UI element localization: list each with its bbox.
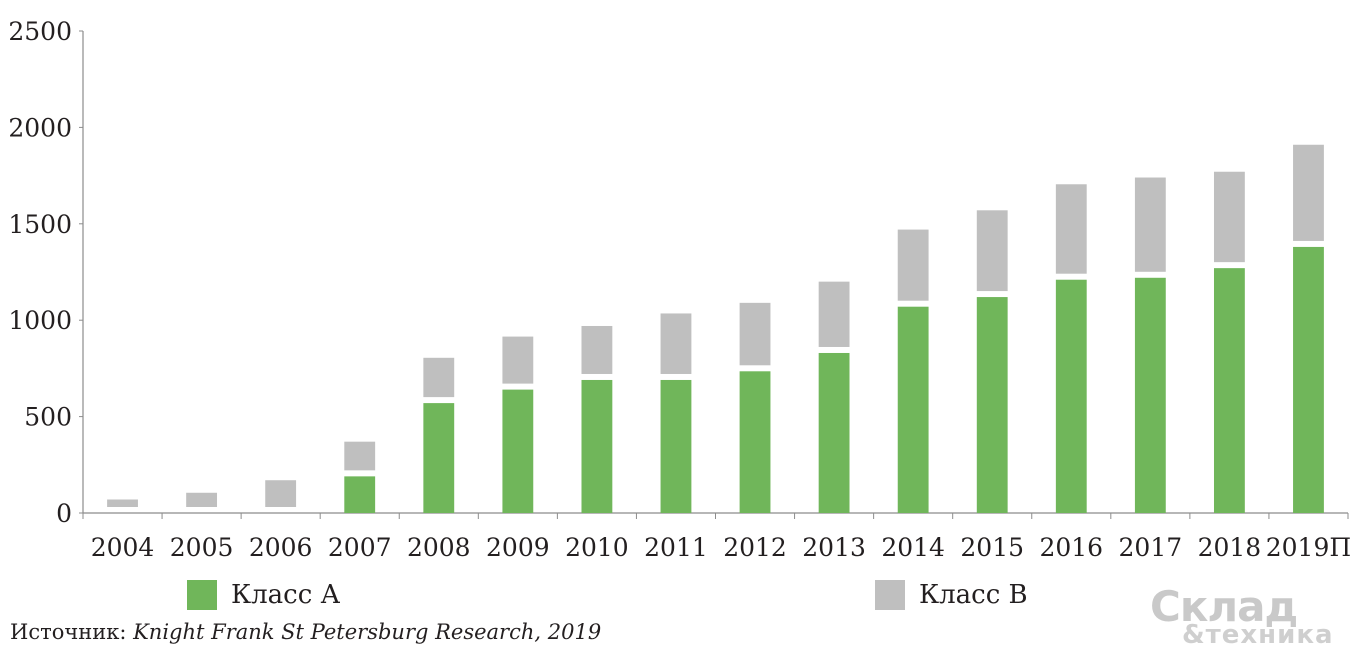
bar-class-b: [1213, 171, 1245, 263]
legend-label-class-a: Класс А: [231, 580, 341, 610]
legend-label-class-b: Класс В: [919, 580, 1028, 610]
y-tick-label: 2000: [8, 113, 72, 142]
bar-class-b: [739, 302, 771, 366]
source-note: Источник: Knight Frank St Petersburg Res…: [10, 620, 601, 644]
bar-class-a: [976, 297, 1008, 513]
bar-class-a: [1055, 279, 1087, 513]
x-tick-label: 2019П: [1266, 533, 1351, 562]
x-tick-label: 2012: [723, 533, 787, 562]
logo: Склад &техника: [1148, 582, 1358, 656]
bar-class-a: [423, 403, 455, 513]
bar-class-b: [897, 229, 929, 301]
y-tick-label: 2500: [8, 17, 72, 46]
x-tick-label: 2018: [1198, 533, 1262, 562]
y-axis: 0 500 1000 1500 2000 2500: [8, 17, 84, 528]
y-tick-label: 500: [24, 403, 72, 432]
source-label: Источник:: [10, 620, 127, 644]
bar-class-b: [581, 325, 613, 374]
bar-class-b: [1055, 184, 1087, 274]
source-text: Knight Frank St Petersburg Research, 201…: [133, 620, 602, 644]
bar-class-b: [344, 441, 376, 471]
bar-class-b: [502, 336, 534, 384]
bar-class-b: [265, 480, 297, 507]
x-tick-label: 2004: [91, 533, 155, 562]
x-tick-label: 2015: [960, 533, 1024, 562]
bar-class-b: [976, 210, 1008, 292]
y-tick-label: 1000: [8, 306, 72, 335]
bar-class-b: [423, 357, 455, 398]
bar-class-b: [818, 281, 850, 347]
bar-class-a: [344, 476, 376, 513]
x-tick-label: 2006: [249, 533, 313, 562]
x-tick-label: 2009: [486, 533, 550, 562]
legend-item-class-a: Класс А: [187, 580, 340, 610]
x-tick-label: 2014: [881, 533, 945, 562]
x-tick-label: 2010: [565, 533, 629, 562]
y-tick-label: 0: [56, 499, 72, 528]
bar-class-a: [581, 379, 613, 513]
legend-swatch-class-b: [875, 580, 905, 610]
x-tick-label: 2013: [802, 533, 866, 562]
bar-class-a: [1134, 277, 1166, 513]
x-tick-label: 2007: [328, 533, 392, 562]
bar-class-b: [107, 499, 138, 507]
bar-class-b: [1293, 144, 1324, 241]
bar-class-b: [660, 313, 692, 374]
bar-class-a: [818, 352, 850, 513]
x-tick-label: 2008: [407, 533, 471, 562]
logo-line-1: Склад: [1150, 582, 1298, 631]
logo-line-2: &техника: [1182, 620, 1334, 650]
bar-class-a: [660, 379, 692, 513]
bar-class-a: [1293, 246, 1324, 513]
legend-item-class-b: Класс В: [875, 580, 1028, 610]
bar-class-b: [1134, 177, 1166, 272]
x-axis: 2004 2005 2006 2007 2008 2009 2010 2011 2012 2013…: [82, 512, 1351, 562]
x-tick-label: 2011: [644, 533, 708, 562]
bar-class-b: [186, 492, 218, 507]
x-tick-label: 2016: [1039, 533, 1103, 562]
bars: [107, 144, 1324, 513]
legend-swatch-class-a: [187, 580, 217, 610]
x-tick-label: 2017: [1119, 533, 1183, 562]
bar-class-a: [897, 306, 929, 513]
bar-class-a: [739, 371, 771, 513]
y-tick-label: 1500: [8, 210, 72, 239]
bar-class-a: [1213, 268, 1245, 513]
x-tick-label: 2005: [170, 533, 234, 562]
bar-class-a: [502, 389, 534, 513]
